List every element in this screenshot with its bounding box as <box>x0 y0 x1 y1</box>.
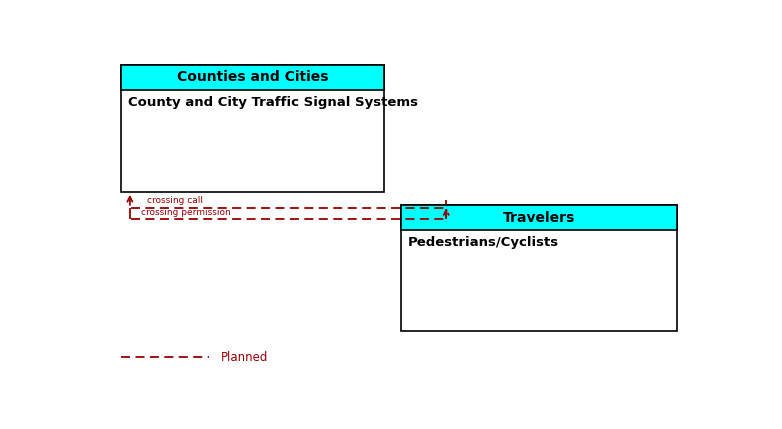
Bar <box>120 65 385 192</box>
Text: Planned: Planned <box>221 350 268 363</box>
Text: Counties and Cities: Counties and Cities <box>177 70 328 85</box>
Bar <box>120 65 385 90</box>
Text: County and City Traffic Signal Systems: County and City Traffic Signal Systems <box>128 96 418 109</box>
Text: crossing call: crossing call <box>147 196 203 205</box>
Text: Travelers: Travelers <box>503 211 575 225</box>
Bar <box>401 205 676 331</box>
Text: Pedestrians/Cyclists: Pedestrians/Cyclists <box>408 236 559 249</box>
Bar <box>401 205 676 230</box>
Text: crossing permission: crossing permission <box>141 208 231 217</box>
